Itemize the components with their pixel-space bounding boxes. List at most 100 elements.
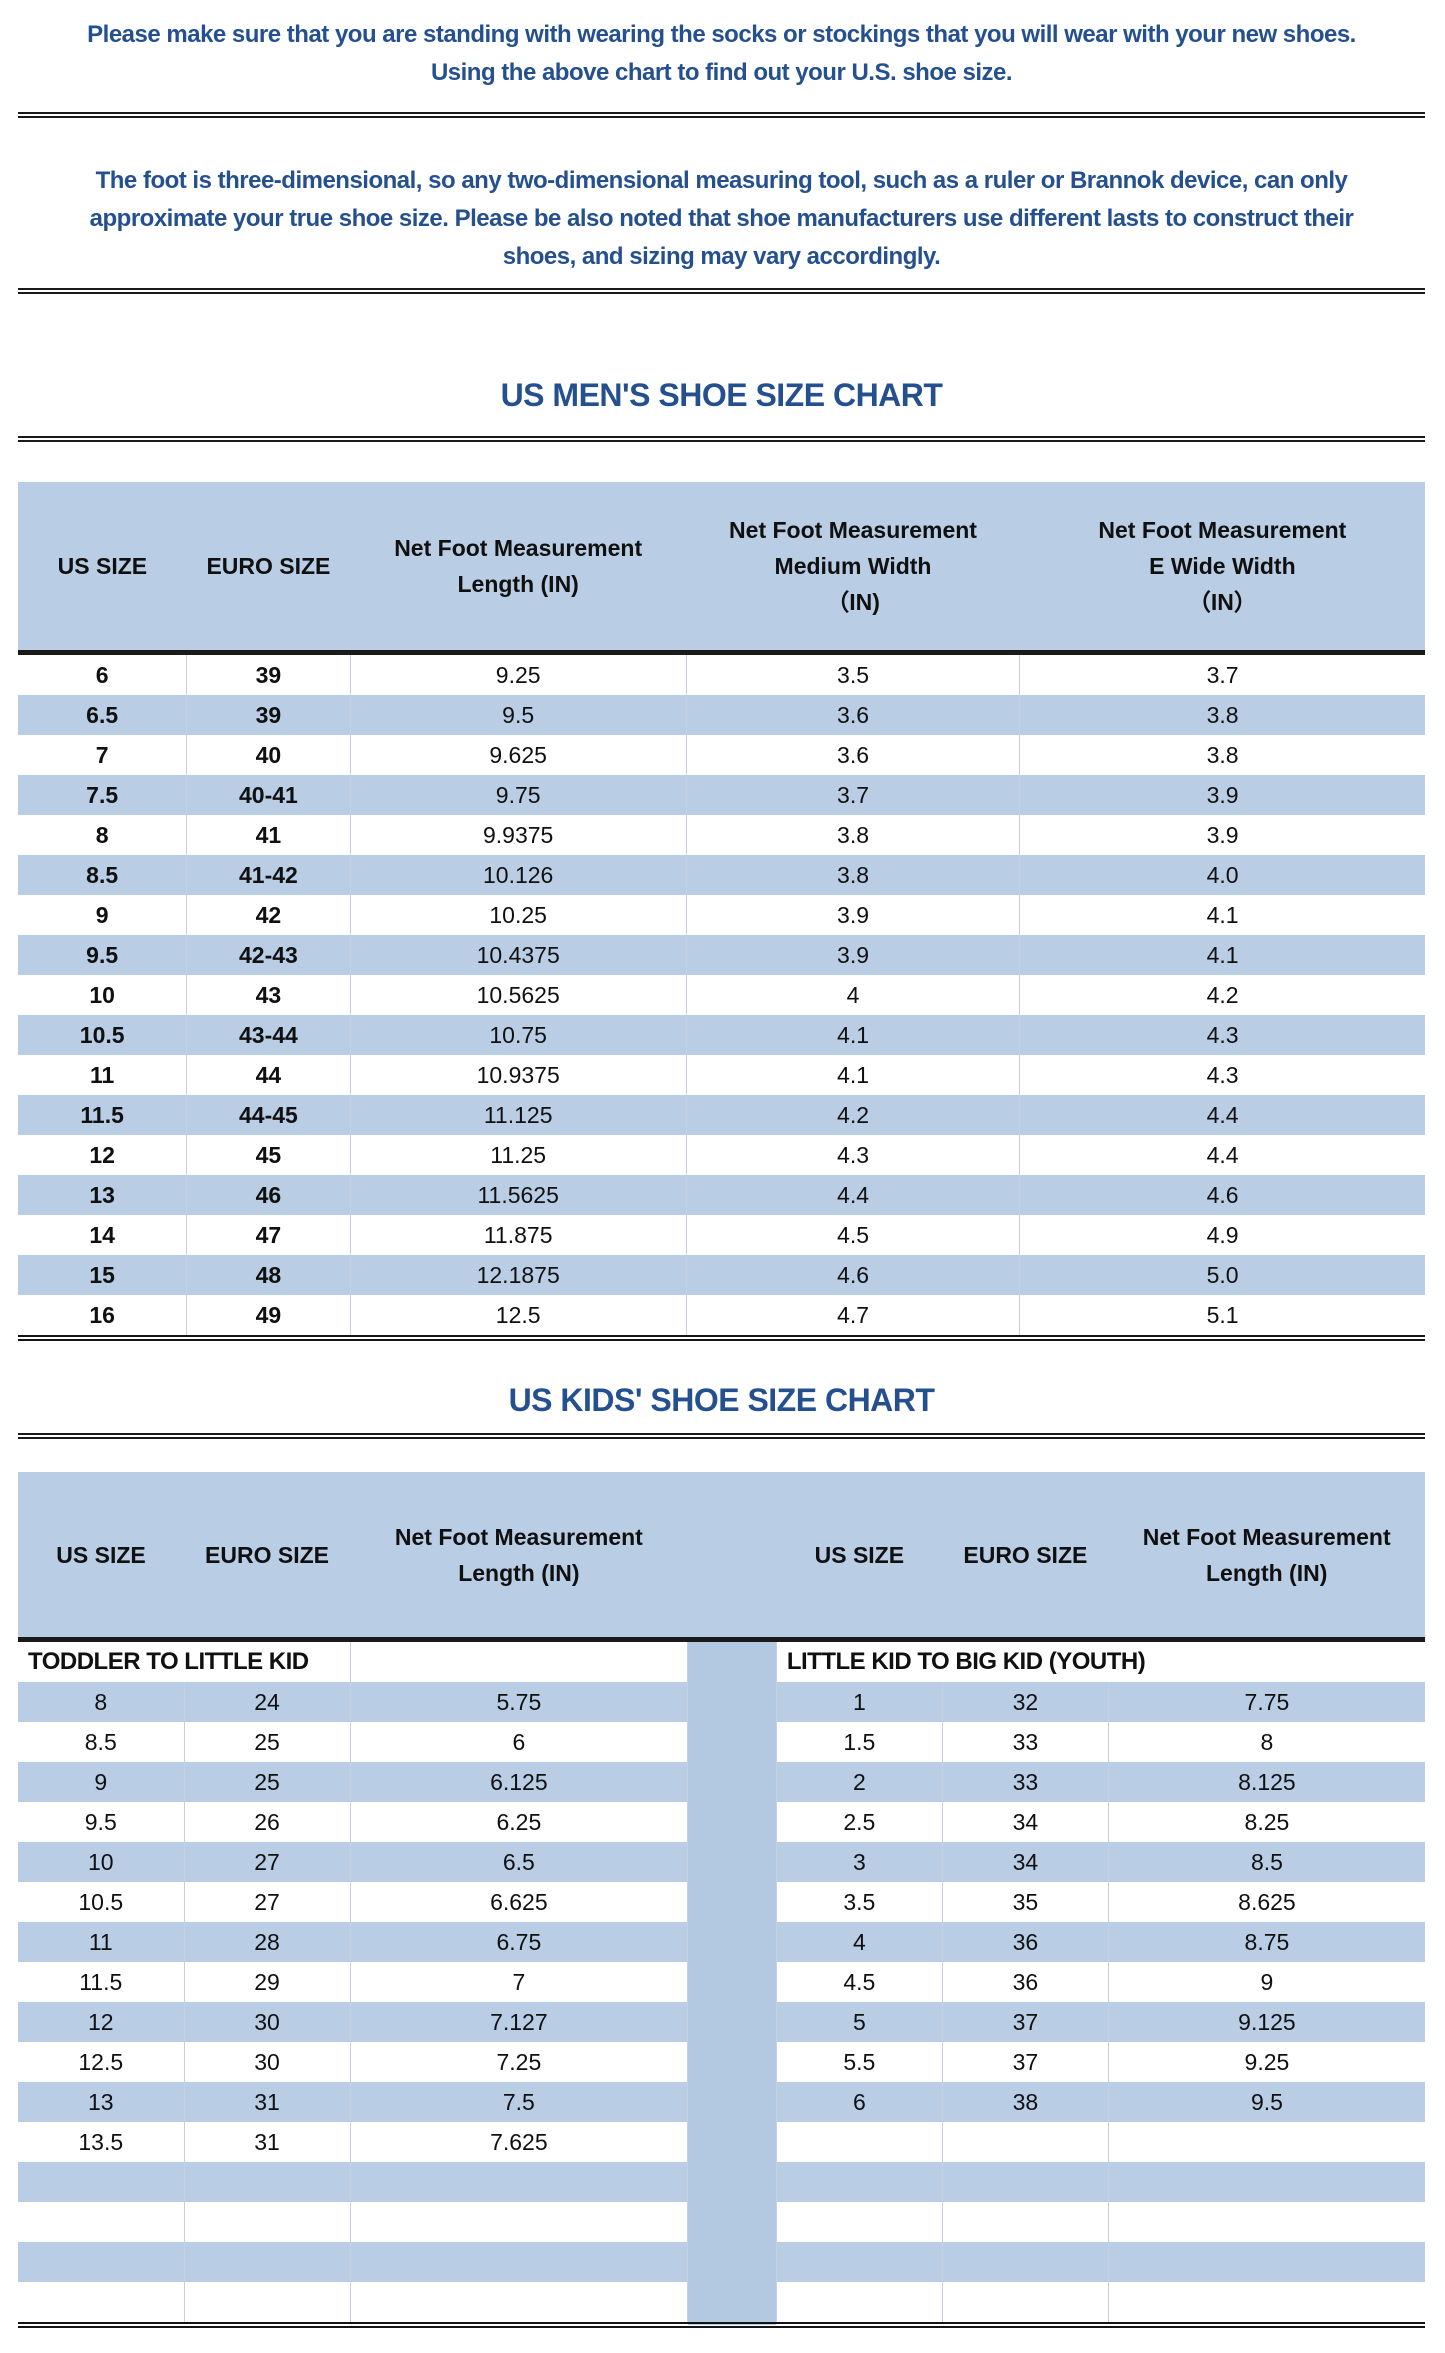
cell: 6.125 — [349, 1762, 689, 1802]
cell: 10.126 — [349, 855, 687, 895]
cell: 4.2 — [1019, 975, 1425, 1015]
cell: 8.5 — [18, 855, 188, 895]
cell: 9.5 — [349, 695, 687, 735]
cell: 3.5 — [685, 652, 1021, 695]
cell: 8 — [18, 815, 188, 855]
table-row: 8.5 25 6 1.5 33 8 — [18, 1722, 1425, 1762]
cell: 27 — [183, 1882, 351, 1922]
intro-paragraph-2: The foot is three-dimensional, so any tw… — [18, 162, 1425, 276]
cell: 7.25 — [349, 2042, 689, 2082]
table-row: 13 46 11.5625 4.4 4.6 — [18, 1175, 1425, 1215]
cell — [349, 2282, 689, 2328]
youth-section-label: LITTLE KID TO BIG KID (YOUTH) — [775, 1639, 1425, 1682]
table-row: 6 39 9.25 3.5 3.7 — [18, 652, 1425, 695]
cell: 8.25 — [1107, 1802, 1425, 1842]
section-divider — [18, 112, 1425, 118]
cell — [349, 2202, 689, 2242]
gap-cell — [687, 2122, 777, 2162]
table-row: 15 48 12.1875 4.6 5.0 — [18, 1255, 1425, 1295]
cell: 44 — [186, 1055, 351, 1095]
cell: 7.5 — [349, 2082, 689, 2122]
cell: 7.5 — [18, 775, 188, 815]
cell: 4.0 — [1019, 855, 1425, 895]
table-row: 16 49 12.5 4.7 5.1 — [18, 1295, 1425, 1341]
cell: 10.9375 — [349, 1055, 687, 1095]
mens-header-length: Net Foot Measurement Length (IN) — [350, 482, 687, 655]
cell: 6 — [18, 652, 188, 695]
cell: 35 — [941, 1882, 1109, 1922]
gap-cell — [687, 1762, 777, 1802]
cell — [18, 2282, 185, 2328]
mens-table-body: 6 39 9.25 3.5 3.7 6.5 39 9.5 3.6 3.8 7 40 9.625 3.6 3.… — [18, 652, 1425, 1341]
cell: 9.25 — [1107, 2042, 1425, 2082]
cell: 13 — [18, 1175, 188, 1215]
mens-header-row: US SIZE EURO SIZE Net Foot Measurement L… — [18, 482, 1425, 655]
cell: 9 — [18, 1762, 185, 1802]
intro1-line2: Using the above chart to find out your U… — [430, 59, 1013, 86]
cell: 26 — [183, 1802, 351, 1842]
table-row: 7.5 40-41 9.75 3.7 3.9 — [18, 775, 1425, 815]
cell: 7 — [18, 735, 188, 775]
kids-header-us-size-left: US SIZE — [18, 1472, 185, 1642]
cell: 39 — [186, 695, 351, 735]
cell — [18, 2202, 185, 2242]
cell: 1 — [775, 1682, 943, 1722]
cell: 2.5 — [775, 1802, 943, 1842]
cell — [941, 2282, 1109, 2328]
cell: 4.1 — [1019, 895, 1425, 935]
cell: 39 — [186, 652, 351, 695]
cell: 12 — [18, 1135, 188, 1175]
table-row: 10 27 6.5 3 34 8.5 — [18, 1842, 1425, 1882]
cell: 11 — [18, 1922, 185, 1962]
cell: 38 — [941, 2082, 1109, 2122]
cell: 15 — [18, 1255, 188, 1295]
kids-header-length-left: Net Foot Measurement Length (IN) — [350, 1472, 688, 1642]
cell: 49 — [186, 1295, 351, 1341]
mens-header-euro-size: EURO SIZE — [186, 482, 351, 655]
cell: 37 — [941, 2002, 1109, 2042]
cell: 5.0 — [1019, 1255, 1425, 1295]
cell: 11.5 — [18, 1962, 185, 2002]
cell: 11.5 — [18, 1095, 188, 1135]
cell: 3.9 — [1019, 775, 1425, 815]
cell: 5 — [775, 2002, 943, 2042]
cell — [941, 2242, 1109, 2282]
cell: 32 — [941, 1682, 1109, 1722]
cell: 3.6 — [685, 695, 1021, 735]
gap-cell — [687, 1882, 777, 1922]
gap-cell — [687, 2202, 777, 2242]
cell: 9.5 — [18, 1802, 185, 1842]
cell — [941, 2162, 1109, 2202]
cell: 6.5 — [349, 1842, 689, 1882]
cell: 41-42 — [186, 855, 351, 895]
cell: 10 — [18, 975, 188, 1015]
table-row: 10 43 10.5625 4 4.2 — [18, 975, 1425, 1015]
cell: 3.5 — [775, 1882, 943, 1922]
gap-cell — [687, 1922, 777, 1962]
cell — [183, 2242, 351, 2282]
cell: 3 — [775, 1842, 943, 1882]
gap-cell — [687, 1842, 777, 1882]
cell: 9.25 — [349, 652, 687, 695]
cell: 16 — [18, 1295, 188, 1341]
cell: 47 — [186, 1215, 351, 1255]
cell: 3.8 — [1019, 695, 1425, 735]
cell: 36 — [941, 1962, 1109, 2002]
intro2-line2: approximate your true shoe size. Please … — [89, 205, 1354, 232]
cell: 3.8 — [685, 855, 1021, 895]
cell — [1107, 2202, 1425, 2242]
cell: 11.125 — [349, 1095, 687, 1135]
cell: 14 — [18, 1215, 188, 1255]
cell: 4.6 — [685, 1255, 1021, 1295]
cell: 6 — [775, 2082, 943, 2122]
cell: 4.1 — [685, 1055, 1021, 1095]
empty-cell — [349, 1639, 689, 1682]
intro2-line1: The foot is three-dimensional, so any tw… — [95, 167, 1348, 194]
kids-size-table: US SIZE EURO SIZE Net Foot Measurement L… — [18, 1472, 1425, 2328]
mens-header-wide-width: Net Foot Measurement E Wide Width （IN） — [1019, 482, 1425, 655]
cell: 4.3 — [685, 1135, 1021, 1175]
cell: 11.25 — [349, 1135, 687, 1175]
cell: 3.9 — [685, 895, 1021, 935]
cell: 44-45 — [186, 1095, 351, 1135]
cell: 3.6 — [685, 735, 1021, 775]
